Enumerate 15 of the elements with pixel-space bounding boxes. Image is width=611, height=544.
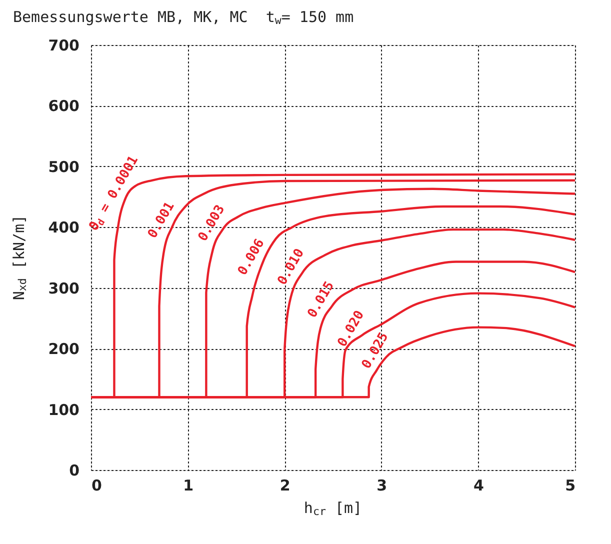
x-tick-label: 5: [565, 476, 576, 494]
y-tick-label: 100: [48, 400, 80, 419]
y-tick-label: 200: [48, 340, 80, 358]
x-tick-label: 2: [280, 476, 290, 494]
y-tick-label: 400: [48, 218, 80, 237]
y-tick-label: 700: [48, 36, 80, 54]
x-tick-label: 0: [92, 476, 102, 494]
y-tick-label: 0: [69, 462, 80, 480]
x-tick-label: 4: [473, 476, 484, 494]
x-tick-label: 1: [183, 476, 194, 494]
y-axis-title: Nxd [kN/m]: [10, 214, 30, 300]
y-tick-label: 300: [48, 279, 80, 298]
x-tick-label: 3: [376, 476, 388, 494]
y-tick-label: 500: [48, 158, 80, 176]
y-tick-label: 600: [48, 97, 80, 116]
